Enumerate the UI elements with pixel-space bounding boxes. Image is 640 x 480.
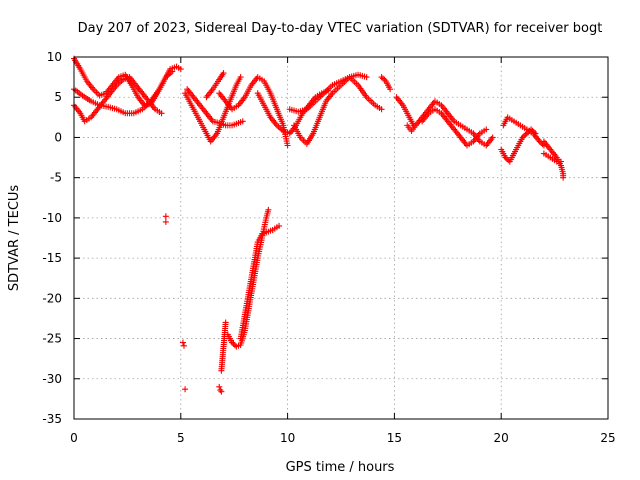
data-point (237, 74, 244, 81)
series-arc-t (224, 206, 272, 350)
series-arc-b (71, 68, 176, 117)
y-tick-label: -5 (50, 171, 62, 185)
data-point (381, 76, 388, 83)
series-arc-i (286, 74, 385, 115)
data-point (230, 340, 237, 347)
data-point (284, 142, 291, 149)
data-point (276, 222, 283, 229)
data-point (265, 206, 272, 213)
data-point (239, 118, 246, 125)
data-point (520, 133, 527, 140)
data-point (387, 86, 394, 93)
data-point (162, 213, 169, 220)
y-tick-label: -20 (42, 291, 62, 305)
series-arc-g (216, 74, 291, 149)
data-point (502, 154, 509, 161)
y-tick-label: -30 (42, 372, 62, 386)
series-arc-u (237, 222, 283, 342)
chart-title: Day 207 of 2023, Sidereal Day-to-day VTE… (78, 21, 603, 36)
data-point (503, 155, 510, 162)
x-axis-label: GPS time / hours (286, 460, 395, 475)
y-tick-labels: 10 5 0 -5 -10 -15 -20 -25 -30 -35 (42, 50, 62, 426)
x-tick-labels: 0 5 10 15 20 25 (70, 431, 615, 445)
series-arc-c (71, 74, 165, 125)
data-point (177, 66, 184, 73)
y-tick-label: 0 (54, 130, 62, 144)
data-point (162, 218, 169, 225)
x-tick-label: 15 (387, 431, 402, 445)
data-point (182, 386, 189, 393)
x-tick-label: 25 (600, 431, 615, 445)
data-point (179, 339, 186, 346)
data-point (558, 158, 565, 165)
data-point (522, 131, 529, 138)
y-tick-label: -35 (42, 412, 62, 426)
series-arc-k (378, 74, 394, 93)
data-point (222, 319, 229, 326)
series-outliers (162, 213, 225, 395)
data-point (489, 134, 496, 141)
series-arc-q (540, 138, 567, 181)
data-point (519, 134, 526, 141)
data-point (380, 75, 387, 82)
y-tick-label: 5 (54, 90, 62, 104)
plot-frame (73, 56, 609, 420)
grid-lines (74, 57, 608, 419)
series-arc-e (184, 86, 246, 129)
data-point (220, 70, 227, 77)
data-point (483, 126, 490, 133)
series-arc-s (218, 319, 229, 374)
data-point (169, 68, 176, 75)
series-arc-n (419, 106, 490, 149)
data-point (378, 106, 385, 113)
y-axis-label: SDTVAR / TECUs (7, 185, 22, 292)
x-tick-label: 5 (177, 431, 185, 445)
x-tick-label: 0 (70, 431, 78, 445)
x-tick-label: 10 (280, 431, 295, 445)
y-tick-label: -15 (42, 251, 62, 265)
data-point (229, 339, 236, 346)
series-arc-j (291, 71, 370, 147)
series-arc-l (393, 94, 417, 129)
data-point (560, 174, 567, 181)
data-point (378, 74, 385, 81)
data-point (218, 388, 225, 395)
data-point (158, 110, 165, 117)
data-point (363, 74, 370, 81)
y-tick-label: 10 (47, 50, 62, 64)
series-arc-d (182, 74, 244, 145)
y-tick-label: -25 (42, 332, 62, 346)
x-tick-label: 20 (494, 431, 509, 445)
series-arc-r (540, 150, 565, 165)
data-marks (71, 55, 567, 395)
y-tick-label: -10 (42, 211, 62, 225)
data-point (181, 342, 188, 349)
data-point (216, 383, 223, 390)
series-arc-p (500, 114, 547, 149)
series-arc-f (203, 70, 227, 101)
axis-ticks (73, 56, 609, 420)
